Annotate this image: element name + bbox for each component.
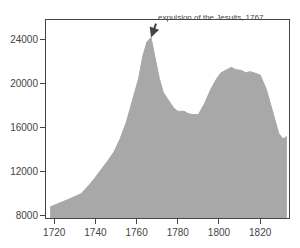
svg-text:8000: 8000 <box>16 210 39 221</box>
svg-text:1820: 1820 <box>249 227 272 238</box>
svg-text:1800: 1800 <box>208 227 231 238</box>
svg-text:12000: 12000 <box>10 166 38 177</box>
svg-text:24000: 24000 <box>10 34 38 45</box>
svg-text:1780: 1780 <box>167 227 190 238</box>
svg-text:16000: 16000 <box>10 122 38 133</box>
svg-text:20000: 20000 <box>10 78 38 89</box>
svg-text:expulsion of the Jesuits, 1767: expulsion of the Jesuits, 1767 <box>158 13 264 22</box>
svg-text:1740: 1740 <box>84 227 107 238</box>
svg-text:1760: 1760 <box>125 227 148 238</box>
svg-text:1720: 1720 <box>43 227 66 238</box>
